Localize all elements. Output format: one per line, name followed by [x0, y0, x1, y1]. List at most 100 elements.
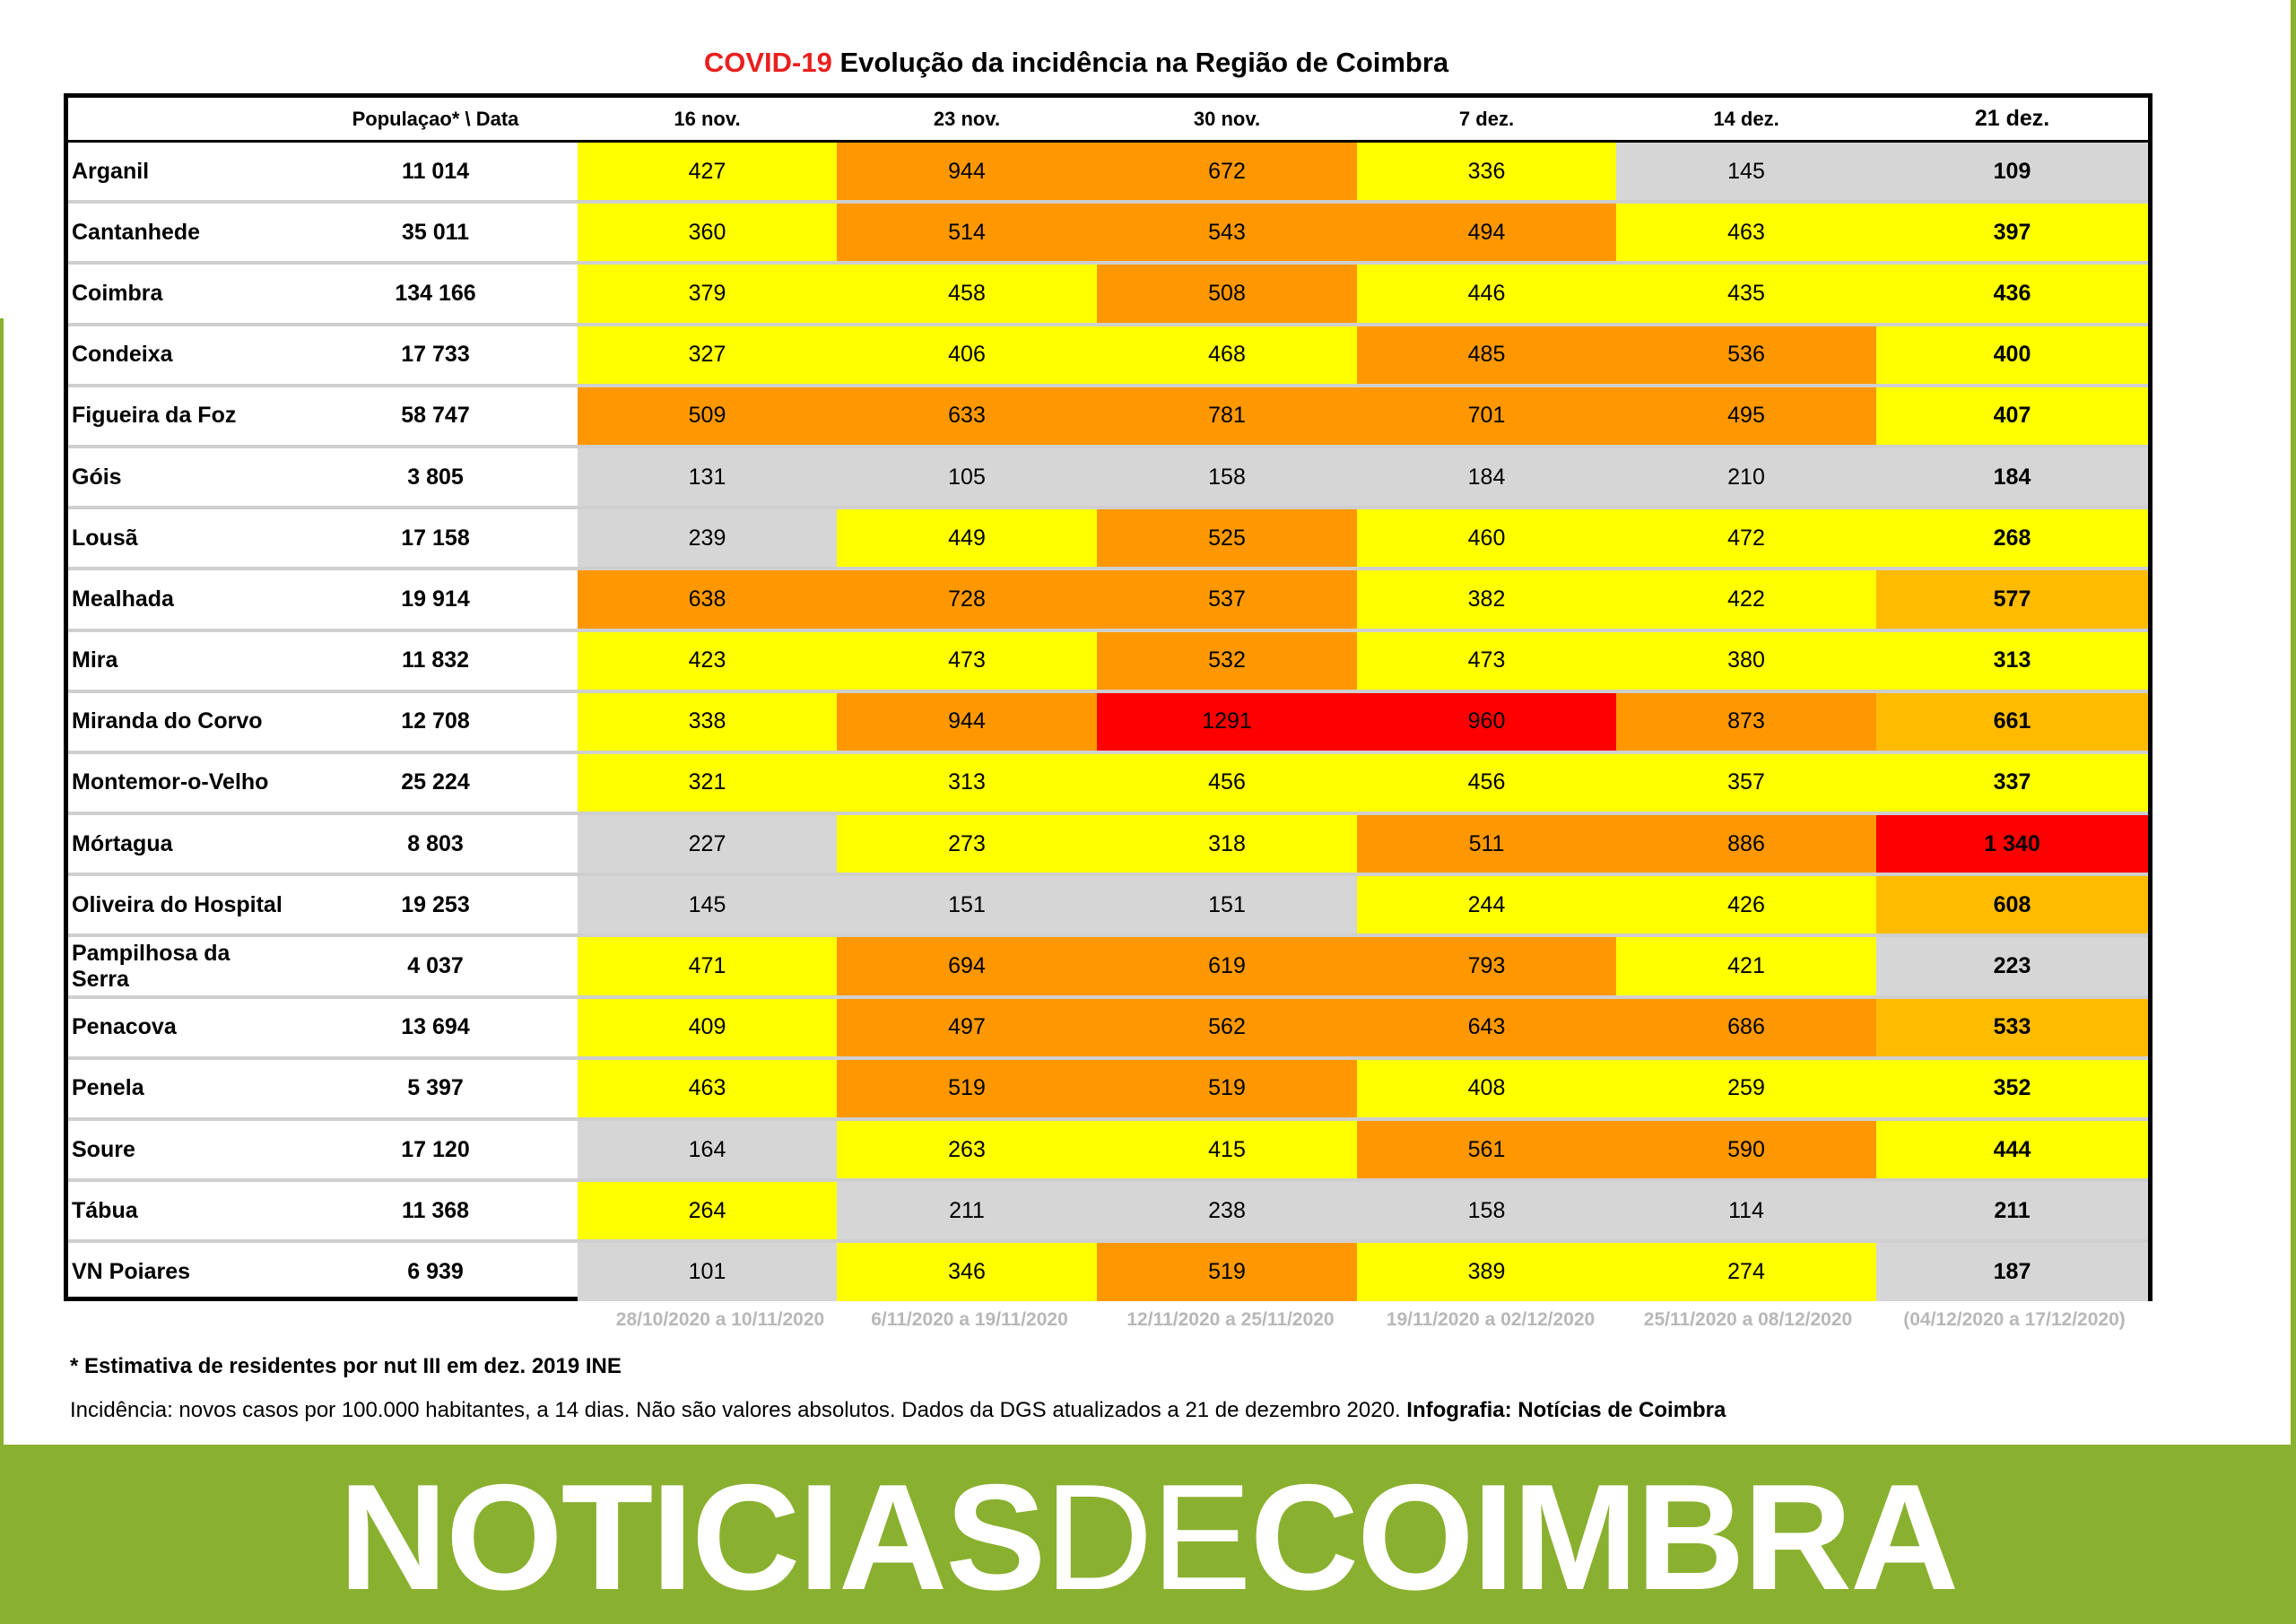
- incidence-cell: 238: [1097, 1180, 1357, 1244]
- incidence-cell: 145: [1616, 141, 1876, 204]
- population-value: 13 694: [293, 996, 578, 1060]
- incidence-cell: 244: [1357, 874, 1616, 938]
- incidence-cell: 435: [1616, 263, 1876, 326]
- incidence-cell: 101: [578, 1241, 837, 1301]
- population-value: 17 120: [293, 1119, 578, 1183]
- header-date: 14 dez.: [1616, 98, 1876, 143]
- incidence-cell: 105: [837, 446, 1097, 510]
- header-date: 21 dez.: [1876, 98, 2148, 143]
- table-row: Penacova 13 694 409 497 562 643 686 533: [68, 996, 2148, 1060]
- municipality-name: Oliveira do Hospital: [68, 874, 293, 938]
- municipality-name: Montemor-o-Velho: [68, 751, 293, 816]
- incidence-cell: 495: [1616, 385, 1876, 448]
- period-ranges: 28/10/2020 a 10/11/2020 6/11/2020 a 19/11…: [0, 1309, 2296, 1340]
- incidence-cell: 263: [837, 1119, 1097, 1183]
- table-row: Lousã 17 158 239 449 525 460 472 268: [68, 508, 2148, 571]
- population-value: 4 037: [293, 935, 578, 999]
- incidence-cell: 264: [578, 1180, 837, 1244]
- municipality-name: Penela: [68, 1057, 293, 1122]
- incidence-cell: 327: [578, 324, 837, 387]
- incidence-cell: 337: [1876, 751, 2148, 816]
- incidence-cell: 187: [1876, 1241, 2148, 1301]
- municipality-name: Tábua: [68, 1180, 293, 1244]
- incidence-cell: 468: [1097, 324, 1357, 387]
- period-range: 6/11/2020 a 19/11/2020: [871, 1309, 1068, 1330]
- incidence-cell: 346: [837, 1241, 1097, 1301]
- incidence-cell: 472: [1616, 508, 1876, 571]
- population-value: 6 939: [407, 1258, 464, 1284]
- population-value: 134 166: [293, 263, 578, 326]
- municipality-name: Miranda do Corvo: [68, 690, 293, 754]
- incidence-cell: 336: [1357, 141, 1616, 204]
- municipality-name: Pampilhosa da Serra: [68, 935, 293, 999]
- municipality-name: Cantanhede: [68, 202, 293, 265]
- infographic-title: COVID-19 Evolução da incidência na Regiã…: [0, 45, 2152, 81]
- incidence-cell: 494: [1357, 202, 1616, 265]
- title-text: Evolução da incidência na Região de Coim…: [839, 47, 1449, 78]
- incidence-cell: 519: [1097, 1241, 1357, 1301]
- incidence-cell: 638: [578, 569, 837, 632]
- table-row: Mealhada 19 914 638 728 537 382 422 577: [68, 569, 2148, 632]
- incidence-cell: 446: [1357, 263, 1616, 326]
- incidence-cell: 514: [837, 202, 1097, 265]
- incidence-cell: 519: [837, 1057, 1097, 1122]
- population-value: 11 368: [293, 1180, 578, 1244]
- table-row: Góis 3 805 131 105 158 184 210 184: [68, 446, 2148, 510]
- population-value: 19 914: [293, 569, 578, 632]
- incidence-cell: 886: [1616, 813, 1876, 877]
- incidence-cell: 145: [578, 874, 837, 938]
- incidence-cell: 460: [1357, 508, 1616, 571]
- population-value: 3 805: [293, 446, 578, 510]
- incidence-cell: 449: [837, 508, 1097, 571]
- incidence-cell: 661: [1876, 690, 2148, 754]
- incidence-cell: 471: [578, 935, 837, 999]
- period-range: (04/12/2020 a 17/12/2020): [1903, 1309, 2126, 1330]
- incidence-cell: 473: [1357, 630, 1616, 693]
- incidence-cell: 426: [1616, 874, 1876, 938]
- incidence-cell: 318: [1097, 813, 1357, 877]
- brand-banner: NOTICIASDECOIMBRA: [0, 1445, 2296, 1624]
- incidence-cell: 151: [837, 874, 1097, 938]
- incidence-cell: 406: [837, 324, 1097, 387]
- municipality-name: Figueira da Foz: [68, 385, 293, 448]
- incidence-cell: 562: [1097, 996, 1357, 1060]
- table-row: Condeixa 17 733 327 406 468 485 536 400: [68, 324, 2148, 387]
- table-row: Figueira da Foz 58 747 509 633 781 701 495 407: [68, 385, 2148, 448]
- header-date: 7 dez.: [1357, 98, 1616, 143]
- population-value: 12 708: [293, 690, 578, 754]
- incidence-cell: 274: [1616, 1241, 1876, 1301]
- population-value: 25 224: [293, 751, 578, 816]
- incidence-cell: 473: [837, 630, 1097, 693]
- municipality-name: Penacova: [68, 996, 293, 1060]
- green-edge: [0, 318, 4, 1445]
- table-row: Coimbra 134 166 379 458 508 446 435 436: [68, 263, 2148, 326]
- incidence-cell: 210: [1616, 446, 1876, 510]
- incidence-cell: 273: [837, 813, 1097, 877]
- table-row: Cantanhede 35 011 360 514 543 494 463 397: [68, 202, 2148, 265]
- incidence-cell: 357: [1616, 751, 1876, 816]
- header-date: 16 nov.: [578, 98, 837, 143]
- population-value: 35 011: [293, 202, 578, 265]
- source-text: Incidência: novos casos por 100.000 habi…: [70, 1398, 1401, 1422]
- incidence-cell: 184: [1876, 446, 2148, 510]
- incidence-cell: 379: [578, 263, 837, 326]
- incidence-cell: 960: [1357, 690, 1616, 754]
- incidence-cell: 109: [1876, 141, 2148, 204]
- municipality-name: Lousã: [68, 508, 293, 571]
- incidence-cell: 259: [1616, 1057, 1876, 1122]
- incidence-cell: 151: [1097, 874, 1357, 938]
- incidence-cell: 239: [578, 508, 837, 571]
- header-date: 23 nov.: [837, 98, 1097, 143]
- incidence-cell: 608: [1876, 874, 2148, 938]
- incidence-cell: 380: [1616, 630, 1876, 693]
- incidence-cell: 400: [1876, 324, 2148, 387]
- incidence-cell: 511: [1357, 813, 1616, 877]
- incidence-cell: 338: [578, 690, 837, 754]
- incidence-cell: 456: [1357, 751, 1616, 816]
- incidence-cell: 532: [1097, 630, 1357, 693]
- table-row: Tábua 11 368 264 211 238 158 114 211: [68, 1180, 2148, 1244]
- incidence-cell: 313: [837, 751, 1097, 816]
- incidence-cell: 227: [578, 813, 837, 877]
- population-value: 11 014: [293, 141, 578, 204]
- table-row: Mira 11 832 423 473 532 473 380 313: [68, 630, 2148, 693]
